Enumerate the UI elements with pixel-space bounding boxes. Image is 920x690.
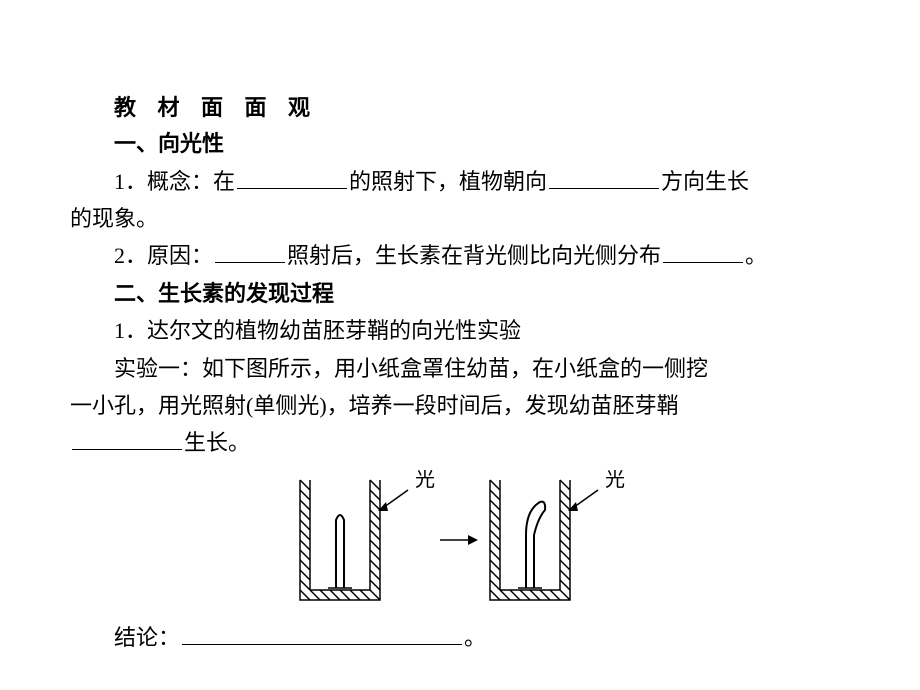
text: 的照射下，植物朝向 — [349, 169, 547, 194]
para-1: 1．概念：在 的照射下，植物朝向 方向生长 — [70, 163, 850, 200]
light-label-1: 光 — [415, 470, 435, 491]
text: 1．概念：在 — [114, 169, 235, 194]
text: 2．原因： — [114, 243, 213, 268]
diagram: 光 光 — [70, 470, 850, 615]
blank-4[interactable] — [663, 239, 743, 263]
blank-6[interactable] — [182, 621, 462, 645]
text: 。 — [464, 625, 486, 650]
para-4-cont-b: 生长。 — [70, 424, 850, 461]
para-4: 实验一：如下图所示，用小纸盒罩住幼苗，在小纸盒的一侧挖 — [70, 350, 850, 387]
blank-1[interactable] — [237, 164, 347, 188]
para-4-cont-a: 一小孔，用光照射(单侧光)，培养一段时间后，发现幼苗胚芽鞘 — [70, 387, 850, 424]
blank-5[interactable] — [72, 426, 182, 450]
light-label-2: 光 — [605, 470, 625, 491]
heading-1: 一、向光性 — [70, 125, 850, 162]
blank-3[interactable] — [215, 239, 285, 263]
text: 。 — [745, 243, 767, 268]
text: 照射后，生长素在背光侧比向光侧分布 — [287, 243, 661, 268]
para-1-cont: 的现象。 — [70, 200, 850, 237]
section-header: 教 材 面 面 观 — [70, 90, 850, 125]
text: 生长。 — [184, 430, 250, 455]
conclusion: 结论： 。 — [70, 619, 850, 656]
text: 结论： — [114, 625, 180, 650]
text: 方向生长 — [661, 169, 749, 194]
para-2: 2．原因： 照射后，生长素在背光侧比向光侧分布 。 — [70, 237, 850, 274]
phototropism-diagram: 光 光 — [280, 470, 640, 610]
blank-2[interactable] — [549, 164, 659, 188]
heading-2: 二、生长素的发现过程 — [70, 275, 850, 312]
para-3: 1．达尔文的植物幼苗胚芽鞘的向光性实验 — [70, 312, 850, 349]
